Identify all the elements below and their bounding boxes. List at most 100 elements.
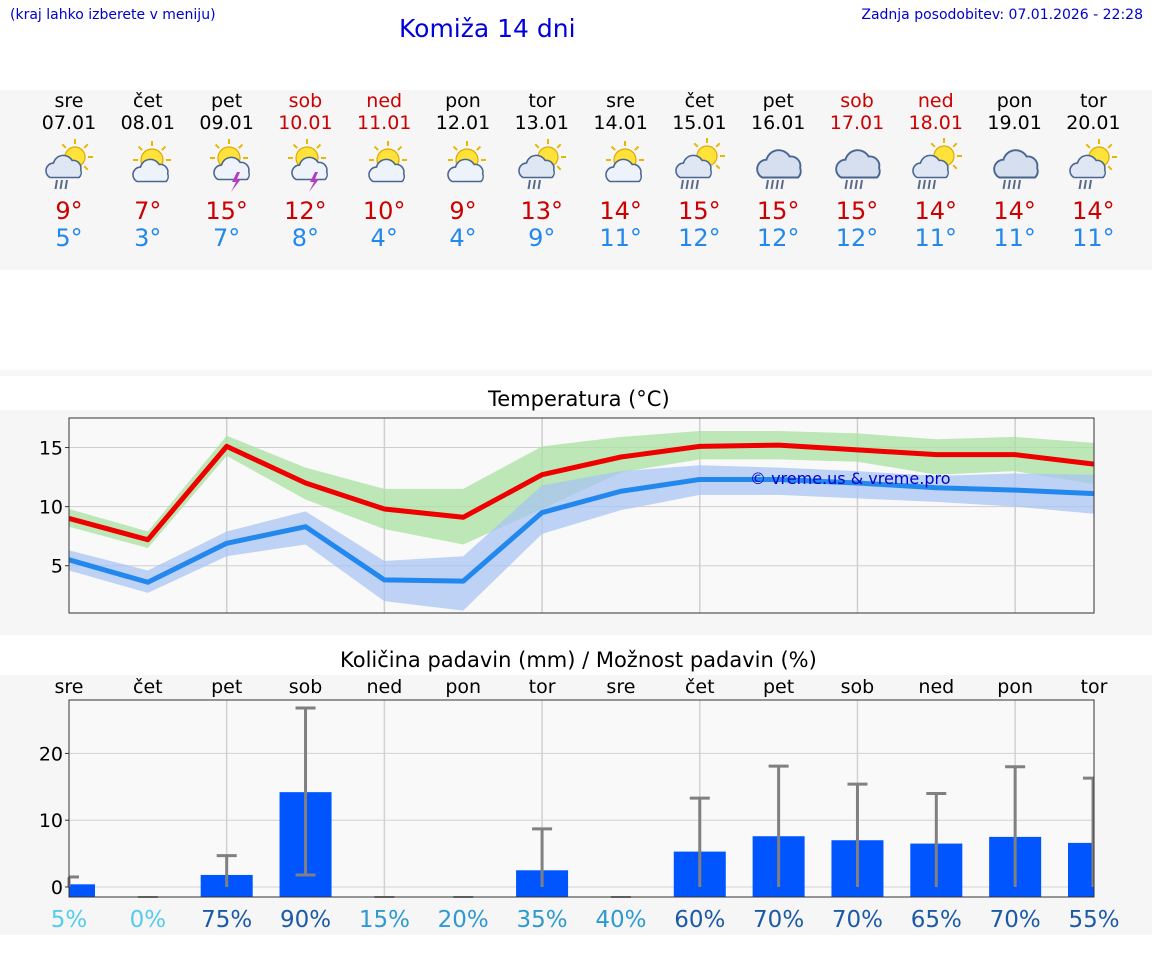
day-date: 14.01 [593, 112, 648, 134]
page-title: Komiža 14 dni [399, 14, 576, 43]
partly-cloudy-rain-icon [41, 138, 97, 194]
precip-probability-label: 75% [201, 907, 252, 933]
partly-cloudy-heavy-rain-icon [908, 138, 964, 194]
x-category-label: ned [366, 676, 402, 698]
day-date: 13.01 [514, 112, 569, 134]
sun-cloud-icon [356, 138, 412, 194]
precipitation-chart: sre čet pet sob ned pon tor sre čet pet sob ned pon t… [39, 676, 1120, 933]
sun-cloud-thunder-icon [277, 138, 333, 194]
x-category-label: pet [211, 676, 242, 698]
day-name: sob [840, 90, 874, 112]
error-bar [532, 827, 553, 887]
min-temp: 3° [134, 224, 162, 252]
y-tick-label: 20 [39, 743, 63, 765]
day-forecast: pon 12.01 9° 4° [424, 90, 503, 252]
max-temp: 9° [449, 197, 477, 225]
x-category-label: pet [763, 676, 794, 698]
precip-probability-label: 70% [832, 907, 883, 933]
precipitation-chart-title: Količina padavin (mm) / Možnost padavin … [340, 648, 817, 672]
plot-frame [68, 417, 1095, 614]
x-category-label: pon [997, 676, 1033, 698]
precip-probability-label: 40% [595, 907, 646, 933]
day-forecast: sre 14.01 14° 11° [581, 90, 660, 252]
max-temp: 14° [993, 197, 1036, 225]
sun-cloud-icon [593, 138, 649, 194]
precip-probability-label: 15% [359, 907, 410, 933]
precip-probability-label: 55% [1068, 907, 1119, 933]
day-name: sob [288, 90, 323, 112]
x-category-label: pon [445, 676, 481, 698]
y-tick-label: 15 [39, 438, 63, 460]
day-name: pet [210, 90, 243, 112]
day-forecast: sob 10.01 12° 8° [266, 90, 345, 252]
min-temp: 4° [449, 224, 477, 252]
precip-probability-label: 70% [753, 907, 804, 933]
min-temp: 5° [55, 224, 83, 252]
day-name: pon [996, 90, 1033, 112]
max-temp: 12° [284, 197, 327, 225]
x-category-label: sob [841, 676, 875, 698]
x-category-label: tor [529, 676, 556, 698]
day-name: sre [606, 90, 636, 112]
day-date: 20.01 [1066, 112, 1121, 134]
x-category-label: čet [685, 676, 715, 698]
day-forecast: tor 13.01 13° 9° [502, 90, 581, 252]
location-menu-hint[interactable]: (kraj lahko izberete v meniju) [10, 7, 216, 23]
x-category-label: tor [1081, 676, 1108, 698]
day-forecast: sre 07.01 9° 5° [30, 90, 109, 252]
temperature-chart: 5 10 15 © vreme.us & vreme.pro [39, 417, 1095, 614]
precip-probability-label: 65% [911, 907, 962, 933]
error-bar [926, 791, 947, 887]
max-temp: 15° [678, 197, 721, 225]
error-bar [768, 764, 789, 887]
max-temp: 15° [835, 197, 879, 225]
partly-cloudy-rain-icon [514, 138, 570, 194]
x-category-label: čet [133, 676, 163, 698]
day-date: 08.01 [120, 112, 175, 134]
min-temp: 4° [370, 224, 398, 252]
partly-cloudy-heavy-rain-icon [671, 138, 727, 194]
day-name: pon [445, 90, 481, 112]
precip-bar [69, 884, 95, 897]
day-name: pet [762, 90, 794, 112]
day-name: ned [917, 90, 954, 112]
cloud-rain-icon [987, 138, 1043, 194]
min-temp: 9° [528, 224, 556, 252]
min-temp: 12° [678, 224, 721, 252]
cloud-rain-icon [829, 138, 885, 194]
day-forecast: tor 20.01 14° 11° [1054, 90, 1133, 252]
last-update: Zadnja posodobitev: 07.01.2026 - 22:28 [861, 7, 1143, 23]
error-bar [216, 854, 237, 887]
max-temp: 14° [1072, 197, 1115, 225]
plot-frame [68, 699, 1095, 898]
day-date: 18.01 [908, 112, 963, 134]
y-tick-label: 10 [39, 497, 63, 519]
max-temp: 13° [520, 197, 564, 225]
sun-cloud-thunder-icon [199, 138, 255, 194]
daily-forecast-strip: sre 07.01 9° 5° čet 08.01 7° 3° pet 09.01 15° 7° sob… [0, 90, 1152, 270]
day-forecast: čet 08.01 7° 3° [108, 90, 187, 252]
min-temp: 8° [291, 224, 320, 252]
x-category-label: sob [289, 676, 323, 698]
day-date: 07.01 [41, 112, 97, 134]
y-tick-label: 0 [51, 877, 63, 899]
min-temp: 11° [1072, 224, 1115, 252]
y-tick-label: 5 [51, 556, 63, 578]
x-category-label: sre [606, 676, 635, 698]
day-date: 09.01 [199, 112, 254, 134]
max-temp: 7° [134, 197, 162, 225]
day-name: sre [54, 90, 84, 112]
error-bar [689, 796, 710, 887]
error-bar [847, 782, 868, 887]
max-temp: 14° [599, 197, 642, 225]
error-bar [1083, 776, 1095, 887]
day-date: 11.01 [356, 112, 412, 134]
error-bar [1005, 765, 1026, 887]
min-temp: 11° [599, 224, 642, 252]
precip-probability-label: 5% [51, 907, 88, 933]
precip-probability-label: 0% [130, 907, 167, 933]
precip-probability-label: 60% [674, 907, 725, 933]
min-temp: 11° [993, 224, 1036, 252]
y-tick-label: 10 [39, 810, 63, 832]
watermark: © vreme.us & vreme.pro [750, 469, 951, 488]
